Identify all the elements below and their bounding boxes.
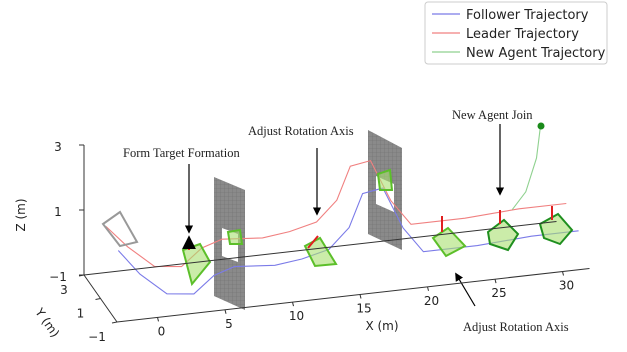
annotation: Adjust Rotation Axis: [248, 124, 354, 138]
y-axis-label: Y (m): [32, 305, 63, 340]
formation: [538, 212, 574, 246]
obstacles: [214, 130, 402, 310]
legend-label: Follower Trajectory: [466, 8, 589, 23]
formation: [226, 228, 244, 245]
z-axis-label: Z (m): [14, 198, 28, 231]
y-tick-label: −1: [88, 330, 106, 344]
annotation-arrows: [184, 124, 505, 307]
x-tick-label: 0: [158, 324, 166, 338]
rotation-axis: [307, 235, 319, 249]
x-tick-label: 5: [225, 317, 233, 331]
z-tick-label: −1: [49, 270, 67, 284]
legend-label: New Agent Trajectory: [466, 46, 606, 61]
x-axis: [116, 267, 590, 323]
formation: [101, 210, 139, 248]
annotation: Form Target Formation: [123, 146, 240, 160]
formations: [101, 122, 574, 287]
formation: [303, 236, 338, 268]
x-tick-label: 20: [424, 294, 439, 308]
z-tick-label: 1: [54, 205, 62, 219]
annotation: Adjust Rotation Axis: [463, 320, 569, 334]
x-axis-label: X (m): [365, 319, 398, 333]
x-tick-label: 25: [491, 286, 506, 300]
annotation: New Agent Join: [452, 108, 533, 122]
x-tick: [562, 271, 564, 276]
x-tick: [292, 301, 294, 307]
formation: [181, 242, 212, 287]
legend: Follower Trajectory Leader Trajectory New …: [424, 1, 608, 65]
formation: [486, 218, 520, 252]
back-floor-edge: [83, 220, 557, 276]
y-tick: [111, 321, 118, 324]
x-tick: [494, 279, 497, 284]
z-tick-label: 3: [54, 140, 62, 154]
legend-label: Leader Trajectory: [466, 27, 579, 42]
x-tick: [157, 317, 159, 322]
y-tick-label: 1: [77, 307, 85, 321]
formation: [376, 168, 394, 191]
y-tick: [95, 298, 101, 300]
legend-box: [424, 1, 608, 65]
x-tick: [224, 309, 227, 314]
trajectory: [105, 159, 567, 268]
x-tick-label: 10: [289, 309, 304, 323]
new-agent: [537, 122, 545, 130]
trajectory: [511, 125, 542, 210]
x-tick-label: 15: [356, 301, 371, 315]
x-tick: [427, 286, 429, 291]
x-tick-label: 30: [559, 279, 574, 293]
x-tick: [359, 294, 362, 299]
y-tick-label: 3: [60, 283, 68, 297]
arrow: [455, 272, 476, 307]
